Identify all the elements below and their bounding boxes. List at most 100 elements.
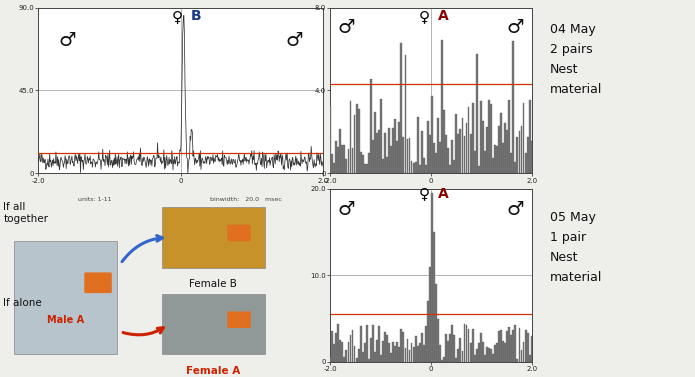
Bar <box>480 101 482 173</box>
Bar <box>474 151 475 173</box>
Bar <box>378 130 380 173</box>
Bar <box>521 350 523 362</box>
Bar <box>352 148 354 173</box>
Bar <box>476 54 477 173</box>
Bar <box>425 326 427 362</box>
Bar <box>334 344 335 362</box>
Bar <box>329 357 331 362</box>
Bar <box>398 122 400 173</box>
Bar <box>343 357 345 362</box>
Bar <box>443 110 445 173</box>
Text: Female B: Female B <box>189 279 237 289</box>
Text: units: 1-11: units: 1-11 <box>79 197 112 202</box>
Bar <box>453 160 455 173</box>
Bar <box>449 334 451 362</box>
Bar <box>494 145 496 173</box>
Bar <box>507 130 508 173</box>
Bar <box>435 284 437 362</box>
Bar <box>339 340 341 362</box>
Bar <box>389 343 390 362</box>
Text: If all
together: If all together <box>3 202 49 224</box>
Bar <box>512 330 514 362</box>
Bar <box>362 155 363 173</box>
Bar <box>332 154 333 173</box>
Bar <box>382 159 384 173</box>
Bar <box>400 43 402 173</box>
Bar <box>368 153 370 173</box>
Bar <box>374 112 376 173</box>
Bar <box>525 153 527 173</box>
FancyBboxPatch shape <box>84 272 112 293</box>
Bar <box>402 137 404 173</box>
Bar <box>360 152 361 173</box>
Bar <box>348 149 350 173</box>
Bar <box>453 335 455 362</box>
Text: ♀: ♀ <box>172 9 183 25</box>
Bar <box>409 138 411 173</box>
Bar <box>363 343 366 362</box>
Bar <box>362 352 363 362</box>
Bar <box>372 325 374 362</box>
Bar <box>486 127 488 173</box>
Text: A: A <box>438 187 448 201</box>
FancyBboxPatch shape <box>227 311 251 328</box>
Bar <box>500 331 502 362</box>
Bar <box>480 333 482 362</box>
Bar <box>345 159 348 173</box>
Bar <box>502 341 504 362</box>
Bar <box>484 355 486 362</box>
Bar <box>443 357 445 362</box>
Text: ♀: ♀ <box>418 187 430 202</box>
Bar <box>461 118 464 173</box>
Bar <box>354 115 355 173</box>
Bar <box>431 97 433 173</box>
Bar <box>527 136 528 173</box>
Bar <box>394 346 396 362</box>
Bar <box>459 338 461 362</box>
Bar <box>343 145 345 173</box>
Bar <box>488 348 490 362</box>
Bar <box>417 346 418 362</box>
Bar <box>366 164 368 173</box>
Text: ♂: ♂ <box>286 31 304 50</box>
Bar <box>415 336 416 362</box>
Bar <box>498 126 500 173</box>
Bar <box>370 338 372 362</box>
Bar <box>341 342 343 362</box>
Text: Male A: Male A <box>47 316 84 325</box>
Bar <box>389 128 390 173</box>
Bar <box>466 325 468 362</box>
Bar <box>391 146 392 173</box>
Bar <box>382 341 384 362</box>
Bar <box>329 106 331 173</box>
Bar <box>461 351 464 362</box>
Bar <box>413 163 414 173</box>
Bar <box>392 128 394 173</box>
Bar <box>413 347 414 362</box>
Bar <box>419 343 420 362</box>
Bar <box>396 342 398 362</box>
Bar <box>14 241 117 354</box>
Bar <box>500 113 502 173</box>
Bar <box>472 329 473 362</box>
Bar <box>429 267 431 362</box>
Bar <box>420 131 423 173</box>
Bar <box>449 166 451 173</box>
Text: ♀: ♀ <box>418 9 430 25</box>
Bar <box>415 161 416 173</box>
Bar <box>507 331 508 362</box>
Bar <box>358 349 359 362</box>
Bar <box>448 341 449 362</box>
Bar <box>356 358 357 362</box>
Bar <box>439 345 441 362</box>
Bar <box>508 327 510 362</box>
Bar <box>370 80 372 173</box>
Text: units: 1-11: units: 1-11 <box>354 197 387 202</box>
Bar <box>435 153 437 173</box>
Bar <box>531 141 532 173</box>
Bar <box>341 145 343 173</box>
Bar <box>423 345 425 362</box>
Bar <box>466 123 468 173</box>
Bar <box>354 346 355 362</box>
Bar <box>468 107 470 173</box>
